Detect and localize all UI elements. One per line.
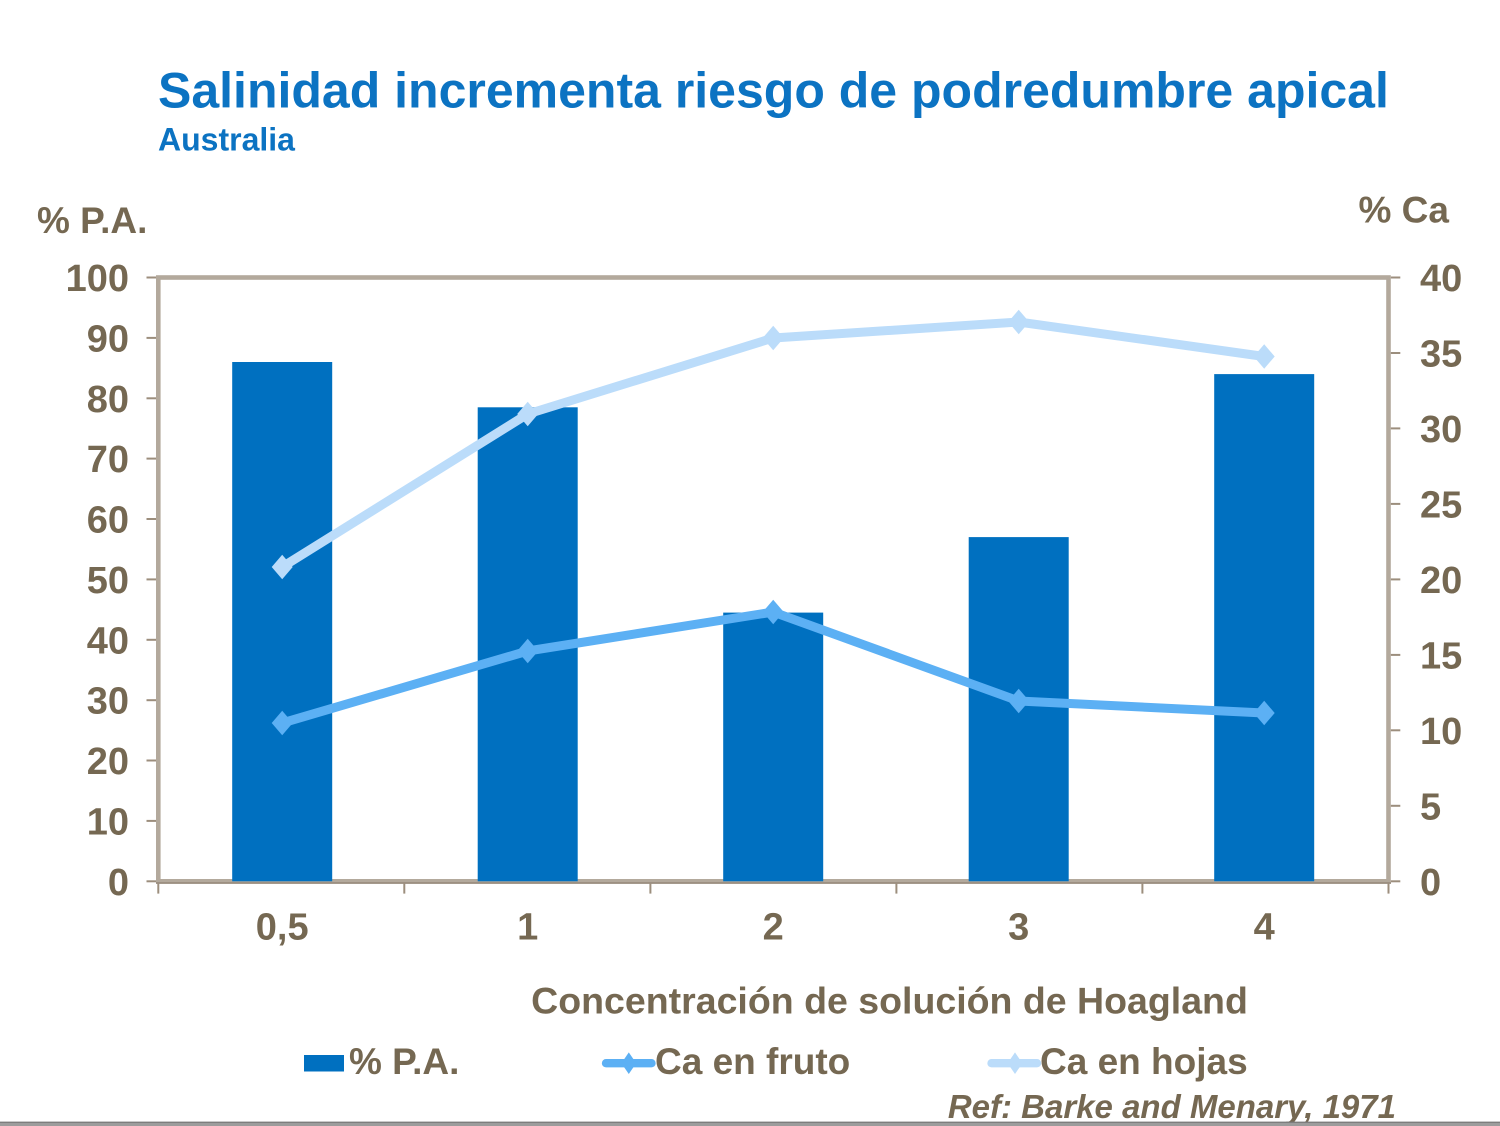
svg-text:90: 90 xyxy=(87,318,129,360)
svg-text:60: 60 xyxy=(87,500,129,542)
svg-text:30: 30 xyxy=(87,681,129,723)
svg-text:10: 10 xyxy=(1420,711,1462,753)
svg-text:% Ca: % Ca xyxy=(1359,190,1450,231)
svg-text:30: 30 xyxy=(1420,409,1462,451)
svg-text:2: 2 xyxy=(763,907,784,949)
svg-text:Concentración de solución de H: Concentración de solución de Hoagland xyxy=(531,980,1248,1022)
svg-text:% P.A.: % P.A. xyxy=(349,1041,459,1082)
svg-text:50: 50 xyxy=(87,560,129,602)
svg-text:40: 40 xyxy=(87,620,129,662)
svg-text:80: 80 xyxy=(87,379,129,421)
svg-text:35: 35 xyxy=(1420,334,1462,376)
svg-text:0: 0 xyxy=(1420,862,1441,904)
svg-text:70: 70 xyxy=(87,439,129,481)
svg-text:20: 20 xyxy=(1420,560,1462,602)
svg-text:Ref: Barke and Menary, 1971: Ref: Barke and Menary, 1971 xyxy=(948,1088,1396,1125)
svg-text:5: 5 xyxy=(1420,786,1441,828)
svg-text:10: 10 xyxy=(87,801,129,843)
svg-text:15: 15 xyxy=(1420,635,1462,677)
svg-text:Ca en hojas: Ca en hojas xyxy=(1040,1041,1248,1082)
svg-text:Australia: Australia xyxy=(158,121,295,157)
svg-text:Salinidad incrementa riesgo de: Salinidad incrementa riesgo de podredumb… xyxy=(158,63,1389,119)
svg-text:% P.A.: % P.A. xyxy=(37,200,147,241)
svg-text:0,5: 0,5 xyxy=(256,907,309,949)
svg-text:25: 25 xyxy=(1420,484,1462,526)
svg-text:3: 3 xyxy=(1008,907,1029,949)
svg-text:20: 20 xyxy=(87,741,129,783)
svg-text:4: 4 xyxy=(1254,907,1275,949)
svg-text:0: 0 xyxy=(108,862,129,904)
svg-text:100: 100 xyxy=(66,258,129,300)
svg-text:40: 40 xyxy=(1420,258,1462,300)
svg-text:1: 1 xyxy=(517,907,538,949)
svg-text:Ca en fruto: Ca en fruto xyxy=(655,1041,850,1082)
